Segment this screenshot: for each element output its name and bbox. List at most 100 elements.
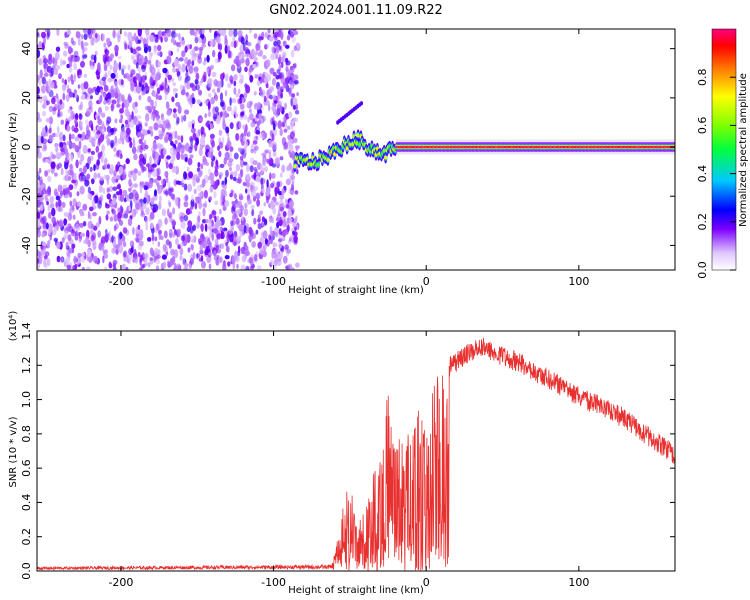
noise-speckle — [77, 68, 82, 76]
noise-speckle — [151, 233, 155, 242]
noise-speckle — [111, 209, 116, 215]
noise-speckle — [224, 89, 228, 97]
noise-speckle — [229, 150, 233, 158]
noise-speckle — [84, 179, 90, 187]
noise-speckle — [171, 31, 176, 39]
noise-speckle — [87, 220, 93, 229]
noise-speckle — [120, 131, 126, 139]
noise-speckle — [66, 29, 72, 36]
noise-speckle — [90, 95, 93, 100]
noise-speckle — [76, 191, 80, 197]
y-tick-label: 40 — [20, 42, 33, 56]
noise-speckle — [280, 61, 284, 69]
y-tick-label: -20 — [20, 187, 33, 205]
noise-speckle — [106, 193, 112, 200]
noise-speckle — [164, 86, 170, 95]
noise-speckle — [249, 108, 252, 114]
noise-speckle — [117, 35, 121, 43]
noise-speckle — [50, 81, 55, 89]
noise-speckle — [60, 119, 65, 125]
noise-speckle — [124, 119, 129, 125]
noise-speckle — [125, 158, 130, 165]
noise-speckle — [119, 108, 124, 114]
noise-speckle — [46, 259, 51, 267]
noise-speckle — [186, 75, 191, 82]
noise-speckle — [232, 176, 237, 181]
noise-speckle — [191, 49, 196, 54]
noise-speckle — [71, 179, 77, 184]
noise-speckle — [128, 248, 133, 255]
noise-speckle — [166, 155, 171, 160]
noise-speckle — [157, 181, 160, 191]
noise-speckle — [260, 164, 264, 171]
noise-speckle — [225, 242, 229, 247]
noise-speckle — [168, 201, 172, 208]
noise-speckle — [170, 187, 174, 193]
noise-speckle — [37, 86, 40, 95]
noise-speckle — [105, 54, 109, 62]
noise-speckle — [75, 31, 79, 36]
noise-speckle — [165, 161, 169, 169]
noise-speckle — [133, 32, 137, 41]
snr-series-line — [37, 337, 675, 571]
noise-speckle — [114, 135, 118, 144]
noise-speckle — [290, 66, 295, 73]
noise-speckle — [87, 156, 91, 166]
noise-speckle — [118, 61, 122, 71]
noise-speckle — [267, 104, 271, 112]
noise-speckle — [174, 32, 179, 38]
noise-speckle — [199, 81, 202, 86]
noise-speckle — [82, 165, 87, 175]
noise-speckle — [145, 38, 149, 46]
noise-speckle — [253, 145, 259, 151]
noise-speckle — [72, 214, 76, 220]
noise-speckle — [156, 143, 162, 149]
colorbar-tick-label: 0.0 — [696, 261, 709, 279]
noise-speckle — [162, 148, 167, 155]
noise-speckle — [230, 220, 234, 227]
noise-speckle — [204, 219, 209, 224]
noise-speckle — [233, 241, 237, 247]
noise-speckle — [253, 166, 257, 172]
noise-speckle — [249, 113, 254, 121]
noise-speckle — [109, 164, 114, 172]
noise-speckle — [294, 190, 299, 195]
noise-speckle — [86, 249, 92, 257]
noise-speckle — [217, 57, 221, 63]
noise-speckle — [224, 110, 228, 119]
noise-speckle — [168, 228, 173, 236]
noise-speckle — [232, 35, 235, 42]
noise-speckle — [269, 86, 275, 92]
noise-speckle — [195, 196, 201, 204]
noise-speckle — [39, 209, 44, 215]
noise-speckle — [113, 214, 118, 222]
noise-speckle — [270, 53, 276, 61]
noise-speckle — [253, 33, 258, 39]
noise-speckle — [121, 102, 125, 110]
noise-speckle — [47, 175, 52, 183]
noise-speckle — [136, 46, 142, 51]
noise-speckle — [245, 34, 249, 43]
noise-speckle — [150, 114, 154, 120]
noise-speckle — [91, 136, 97, 142]
noise-speckle — [89, 60, 92, 67]
noise-speckle — [238, 173, 242, 180]
noise-speckle — [269, 67, 275, 75]
noise-speckle — [69, 205, 75, 213]
noise-speckle — [73, 172, 77, 181]
y-axis-label-top: Frequency (Hz) — [8, 112, 19, 188]
noise-speckle — [149, 34, 155, 43]
noise-speckle — [44, 194, 48, 200]
noise-speckle — [240, 246, 246, 255]
noise-speckle — [162, 121, 166, 130]
noise-speckle — [135, 191, 139, 198]
x-tick-label: -100 — [261, 275, 286, 288]
noise-speckle — [127, 36, 133, 42]
noise-speckle — [245, 53, 250, 58]
noise-speckle — [66, 88, 72, 94]
noise-speckle — [55, 195, 61, 201]
noise-speckle — [119, 118, 123, 124]
noise-speckle — [264, 218, 268, 226]
noise-speckle — [286, 248, 291, 254]
noise-speckle — [187, 157, 193, 166]
